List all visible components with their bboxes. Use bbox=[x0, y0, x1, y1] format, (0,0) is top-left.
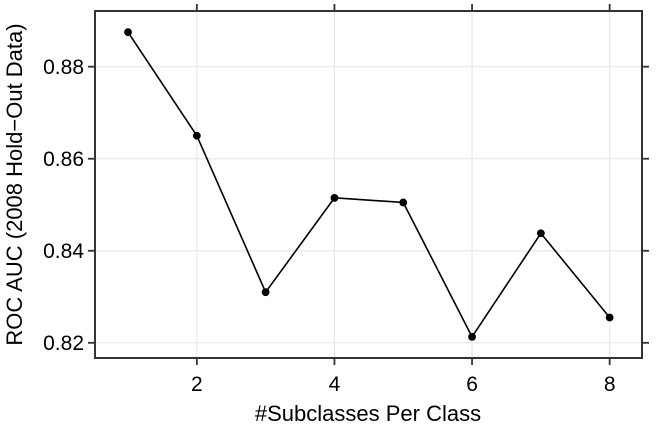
series-layer bbox=[124, 28, 614, 341]
data-point bbox=[605, 313, 614, 322]
y-tick-label: 0.82 bbox=[43, 332, 84, 355]
grid-layer bbox=[95, 11, 642, 358]
data-point bbox=[468, 332, 476, 341]
x-tick-label: 4 bbox=[329, 373, 341, 396]
data-point bbox=[261, 288, 270, 297]
y-axis-title: ROC AUC (2008 Hold−Out Data) bbox=[2, 23, 27, 345]
frame-layer bbox=[94, 10, 643, 359]
data-point bbox=[330, 193, 339, 202]
y-tick-label: 0.86 bbox=[43, 148, 84, 171]
data-point bbox=[124, 28, 132, 37]
x-tick-label: 2 bbox=[191, 373, 203, 396]
y-tick-label: 0.84 bbox=[43, 240, 84, 263]
plot-frame bbox=[94, 10, 643, 359]
x-tick-label: 6 bbox=[466, 373, 478, 396]
tick-label-layer: 2 4 6 8 0.82 0.84 0.86 0.88 bbox=[43, 56, 615, 396]
tick-layer bbox=[88, 4, 649, 365]
x-tick-label: 8 bbox=[604, 373, 616, 396]
data-point bbox=[192, 131, 201, 140]
x-axis-title: #Subclasses Per Class bbox=[255, 401, 481, 426]
data-point bbox=[399, 198, 408, 207]
y-tick-label: 0.88 bbox=[43, 56, 84, 79]
data-point bbox=[536, 229, 545, 238]
series-line bbox=[127, 31, 611, 338]
